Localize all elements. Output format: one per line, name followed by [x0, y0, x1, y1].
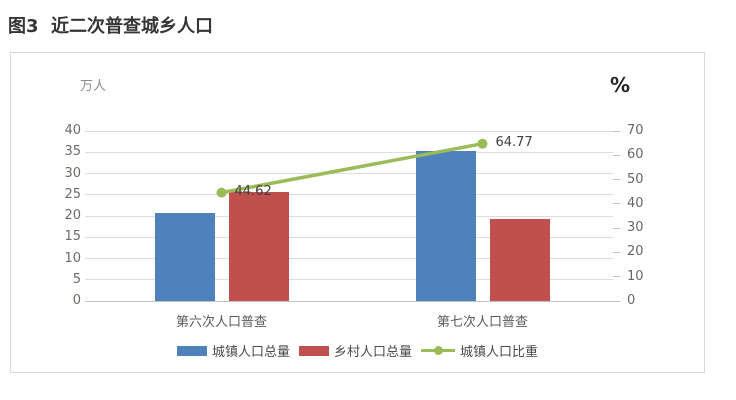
gridline	[85, 173, 613, 174]
right-axis-tick	[613, 130, 620, 132]
gridline	[85, 258, 613, 259]
right-axis-tick	[613, 251, 620, 253]
gridline	[85, 215, 613, 217]
left-axis-tick-label: 35	[64, 144, 81, 160]
left-axis-tick-label: 10	[64, 250, 81, 266]
legend-label: 乡村人口总量	[333, 345, 412, 360]
gridline	[85, 194, 613, 196]
line-data-label: 64.77	[495, 134, 533, 150]
legend-color-swatch	[298, 345, 329, 356]
legend-line-swatch	[421, 346, 455, 355]
left-axis-tick-label: 30	[64, 165, 81, 181]
right-axis-tick-label: 40	[627, 195, 644, 211]
right-axis-tick	[613, 179, 620, 181]
legend-item-rural-total: 乡村人口总量	[298, 341, 412, 360]
bar-urban-population	[154, 213, 215, 301]
legend: 城镇人口总量 乡村人口总量 城镇人口比重	[11, 341, 704, 360]
left-axis-tick-label: 25	[64, 186, 81, 202]
legend-line-marker	[434, 346, 443, 355]
right-axis-tick	[613, 154, 620, 156]
category-label: 第七次人口普查	[436, 315, 528, 330]
gridline	[85, 279, 613, 281]
left-axis-tick-label: 0	[72, 293, 81, 308]
right-axis-tick	[613, 203, 620, 205]
category-label: 第六次人口普查	[175, 315, 267, 330]
right-axis-tick-label: 10	[627, 268, 644, 284]
gridline	[85, 130, 613, 132]
bar-rural-population	[489, 218, 550, 301]
chart-figure-title: 图3 近二次普查城乡人口	[8, 16, 214, 37]
urban-share-line	[221, 141, 483, 195]
line-marker	[216, 187, 227, 198]
right-axis-tick-label: 30	[627, 220, 644, 236]
chart-panel: 万人 % 40 35 30 25 20 15 10 5 0 70 60 50 40 30 20 10 0 44.6…	[10, 52, 705, 373]
right-axis-tick-label: 0	[627, 293, 636, 308]
plot-area: 40 35 30 25 20 15 10 5 0 70 60 50 40 30 20 10 0 44.62 64.7…	[64, 123, 643, 330]
right-axis-tick-label: 20	[627, 244, 644, 260]
legend-item-urban-share: 城镇人口比重	[421, 341, 538, 360]
line-data-label: 44.62	[234, 183, 272, 199]
legend-color-swatch	[176, 345, 207, 356]
gridline	[85, 151, 613, 153]
left-axis-tick-label: 5	[72, 271, 81, 287]
legend-label: 城镇人口比重	[460, 345, 539, 360]
left-axis-unit-label: 万人	[80, 79, 107, 94]
right-axis-tick	[613, 227, 620, 229]
right-axis-tick-label: 70	[627, 123, 644, 138]
bar-rural-population	[228, 192, 289, 301]
gridline	[85, 300, 613, 302]
right-axis-tick	[613, 276, 620, 278]
line-series	[216, 138, 488, 198]
legend-item-urban-total: 城镇人口总量	[176, 341, 290, 360]
legend-label: 城镇人口总量	[211, 345, 290, 360]
left-axis-tick-label: 20	[64, 208, 81, 223]
right-axis-tick-label: 60	[627, 147, 644, 163]
bar-urban-population	[415, 150, 476, 301]
right-axis-tick-label: 50	[627, 171, 644, 187]
gridline	[85, 236, 613, 238]
left-axis-tick-label: 15	[64, 229, 81, 245]
line-marker	[477, 138, 488, 149]
right-axis-unit-label: %	[610, 73, 631, 97]
left-axis-tick-label: 40	[64, 123, 81, 138]
right-axis-tick	[613, 300, 620, 302]
